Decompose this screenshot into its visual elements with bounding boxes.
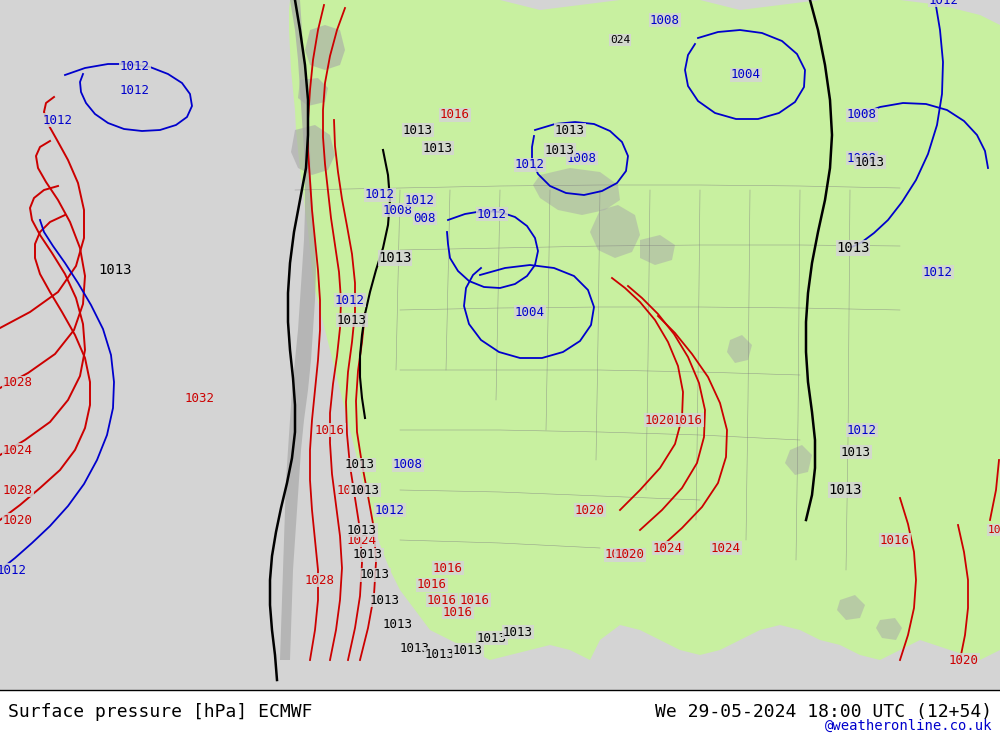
Text: 1012: 1012 [929, 0, 959, 7]
Text: 008: 008 [414, 212, 436, 224]
Text: 1016: 1016 [433, 561, 463, 575]
Text: 1013: 1013 [370, 594, 400, 606]
Text: 1032: 1032 [185, 391, 215, 405]
Text: 1013: 1013 [350, 484, 380, 496]
Text: 1013: 1013 [360, 569, 390, 581]
Text: 1024: 1024 [653, 542, 683, 554]
Text: 1016: 1016 [443, 605, 473, 619]
Text: 1016: 1016 [440, 108, 470, 122]
Text: 1012: 1012 [0, 564, 27, 576]
Text: 1012: 1012 [335, 293, 365, 306]
Text: 1013: 1013 [353, 548, 383, 561]
Text: 1013: 1013 [347, 523, 377, 537]
Polygon shape [640, 235, 675, 265]
Text: 1020: 1020 [575, 504, 605, 517]
Text: 1016: 1016 [880, 534, 910, 547]
Polygon shape [289, 0, 1000, 660]
Polygon shape [590, 205, 640, 258]
Text: 1020: 1020 [337, 484, 367, 496]
Polygon shape [837, 595, 865, 620]
Polygon shape [280, 0, 316, 660]
Text: 1008: 1008 [383, 204, 413, 216]
Text: 1013: 1013 [503, 625, 533, 638]
Text: 1013: 1013 [98, 263, 132, 277]
Text: 1012: 1012 [515, 158, 545, 172]
Text: 1012: 1012 [365, 188, 395, 202]
Text: 1013: 1013 [453, 644, 483, 657]
Text: 1013: 1013 [555, 123, 585, 136]
Text: 1012: 1012 [405, 194, 435, 207]
Text: 1016: 1016 [460, 594, 490, 606]
Polygon shape [785, 445, 812, 475]
Bar [0, 690, 1000, 733]
Text: 1016: 1016 [315, 424, 345, 436]
Text: 1016: 1016 [427, 594, 457, 606]
Text: 1013: 1013 [403, 123, 433, 136]
Text: 1012: 1012 [120, 84, 150, 97]
Text: @weatheronline.co.uk: @weatheronline.co.uk [824, 719, 992, 733]
Text: 1012: 1012 [923, 265, 953, 279]
Text: 1013: 1013 [337, 314, 367, 326]
Text: 1013: 1013 [841, 446, 871, 459]
Text: 1013: 1013 [400, 641, 430, 655]
Polygon shape [298, 78, 328, 106]
Text: 1012: 1012 [120, 61, 150, 73]
Text: 1008: 1008 [650, 13, 680, 26]
Text: 1013: 1013 [423, 141, 453, 155]
Text: 1020: 1020 [949, 654, 979, 666]
Text: 1004: 1004 [731, 68, 761, 81]
Text: 1024: 1024 [347, 534, 377, 547]
Text: 1013: 1013 [836, 241, 870, 255]
Text: 1016: 1016 [417, 578, 447, 592]
Text: 1028: 1028 [3, 377, 33, 389]
Text: 1013: 1013 [855, 155, 885, 169]
Text: 1013: 1013 [378, 251, 412, 265]
Text: 1020: 1020 [645, 413, 675, 427]
Text: Surface pressure [hPa] ECMWF: Surface pressure [hPa] ECMWF [8, 703, 312, 721]
Text: 1012: 1012 [375, 504, 405, 517]
Text: 1024: 1024 [3, 443, 33, 457]
Text: 1008: 1008 [847, 108, 877, 122]
Text: 1004: 1004 [515, 306, 545, 319]
Text: 1016: 1016 [673, 413, 703, 427]
Text: 1012: 1012 [477, 207, 507, 221]
Polygon shape [533, 168, 620, 215]
Text: 10: 10 [987, 525, 1000, 535]
Text: 1028: 1028 [3, 484, 33, 496]
Text: 024: 024 [610, 35, 630, 45]
Text: 1020: 1020 [605, 548, 635, 561]
Text: 1013: 1013 [828, 483, 862, 497]
Text: 1013: 1013 [345, 459, 375, 471]
Text: 1008: 1008 [847, 152, 877, 164]
Text: 1012: 1012 [847, 424, 877, 436]
Polygon shape [305, 25, 345, 70]
Text: 1024: 1024 [711, 542, 741, 554]
Text: 1020: 1020 [615, 548, 645, 561]
Text: 1020: 1020 [3, 514, 33, 526]
Text: 1008: 1008 [567, 152, 597, 164]
Text: 1013: 1013 [425, 649, 455, 661]
Polygon shape [291, 125, 335, 175]
Text: 1013: 1013 [545, 144, 575, 157]
Text: 1013: 1013 [383, 619, 413, 632]
Polygon shape [727, 335, 752, 363]
Text: 1028: 1028 [305, 573, 335, 586]
Text: 1008: 1008 [393, 459, 423, 471]
Polygon shape [876, 618, 902, 640]
Text: 1012: 1012 [43, 114, 73, 127]
Text: 1013: 1013 [477, 632, 507, 644]
Text: We 29-05-2024 18:00 UTC (12+54): We 29-05-2024 18:00 UTC (12+54) [655, 703, 992, 721]
